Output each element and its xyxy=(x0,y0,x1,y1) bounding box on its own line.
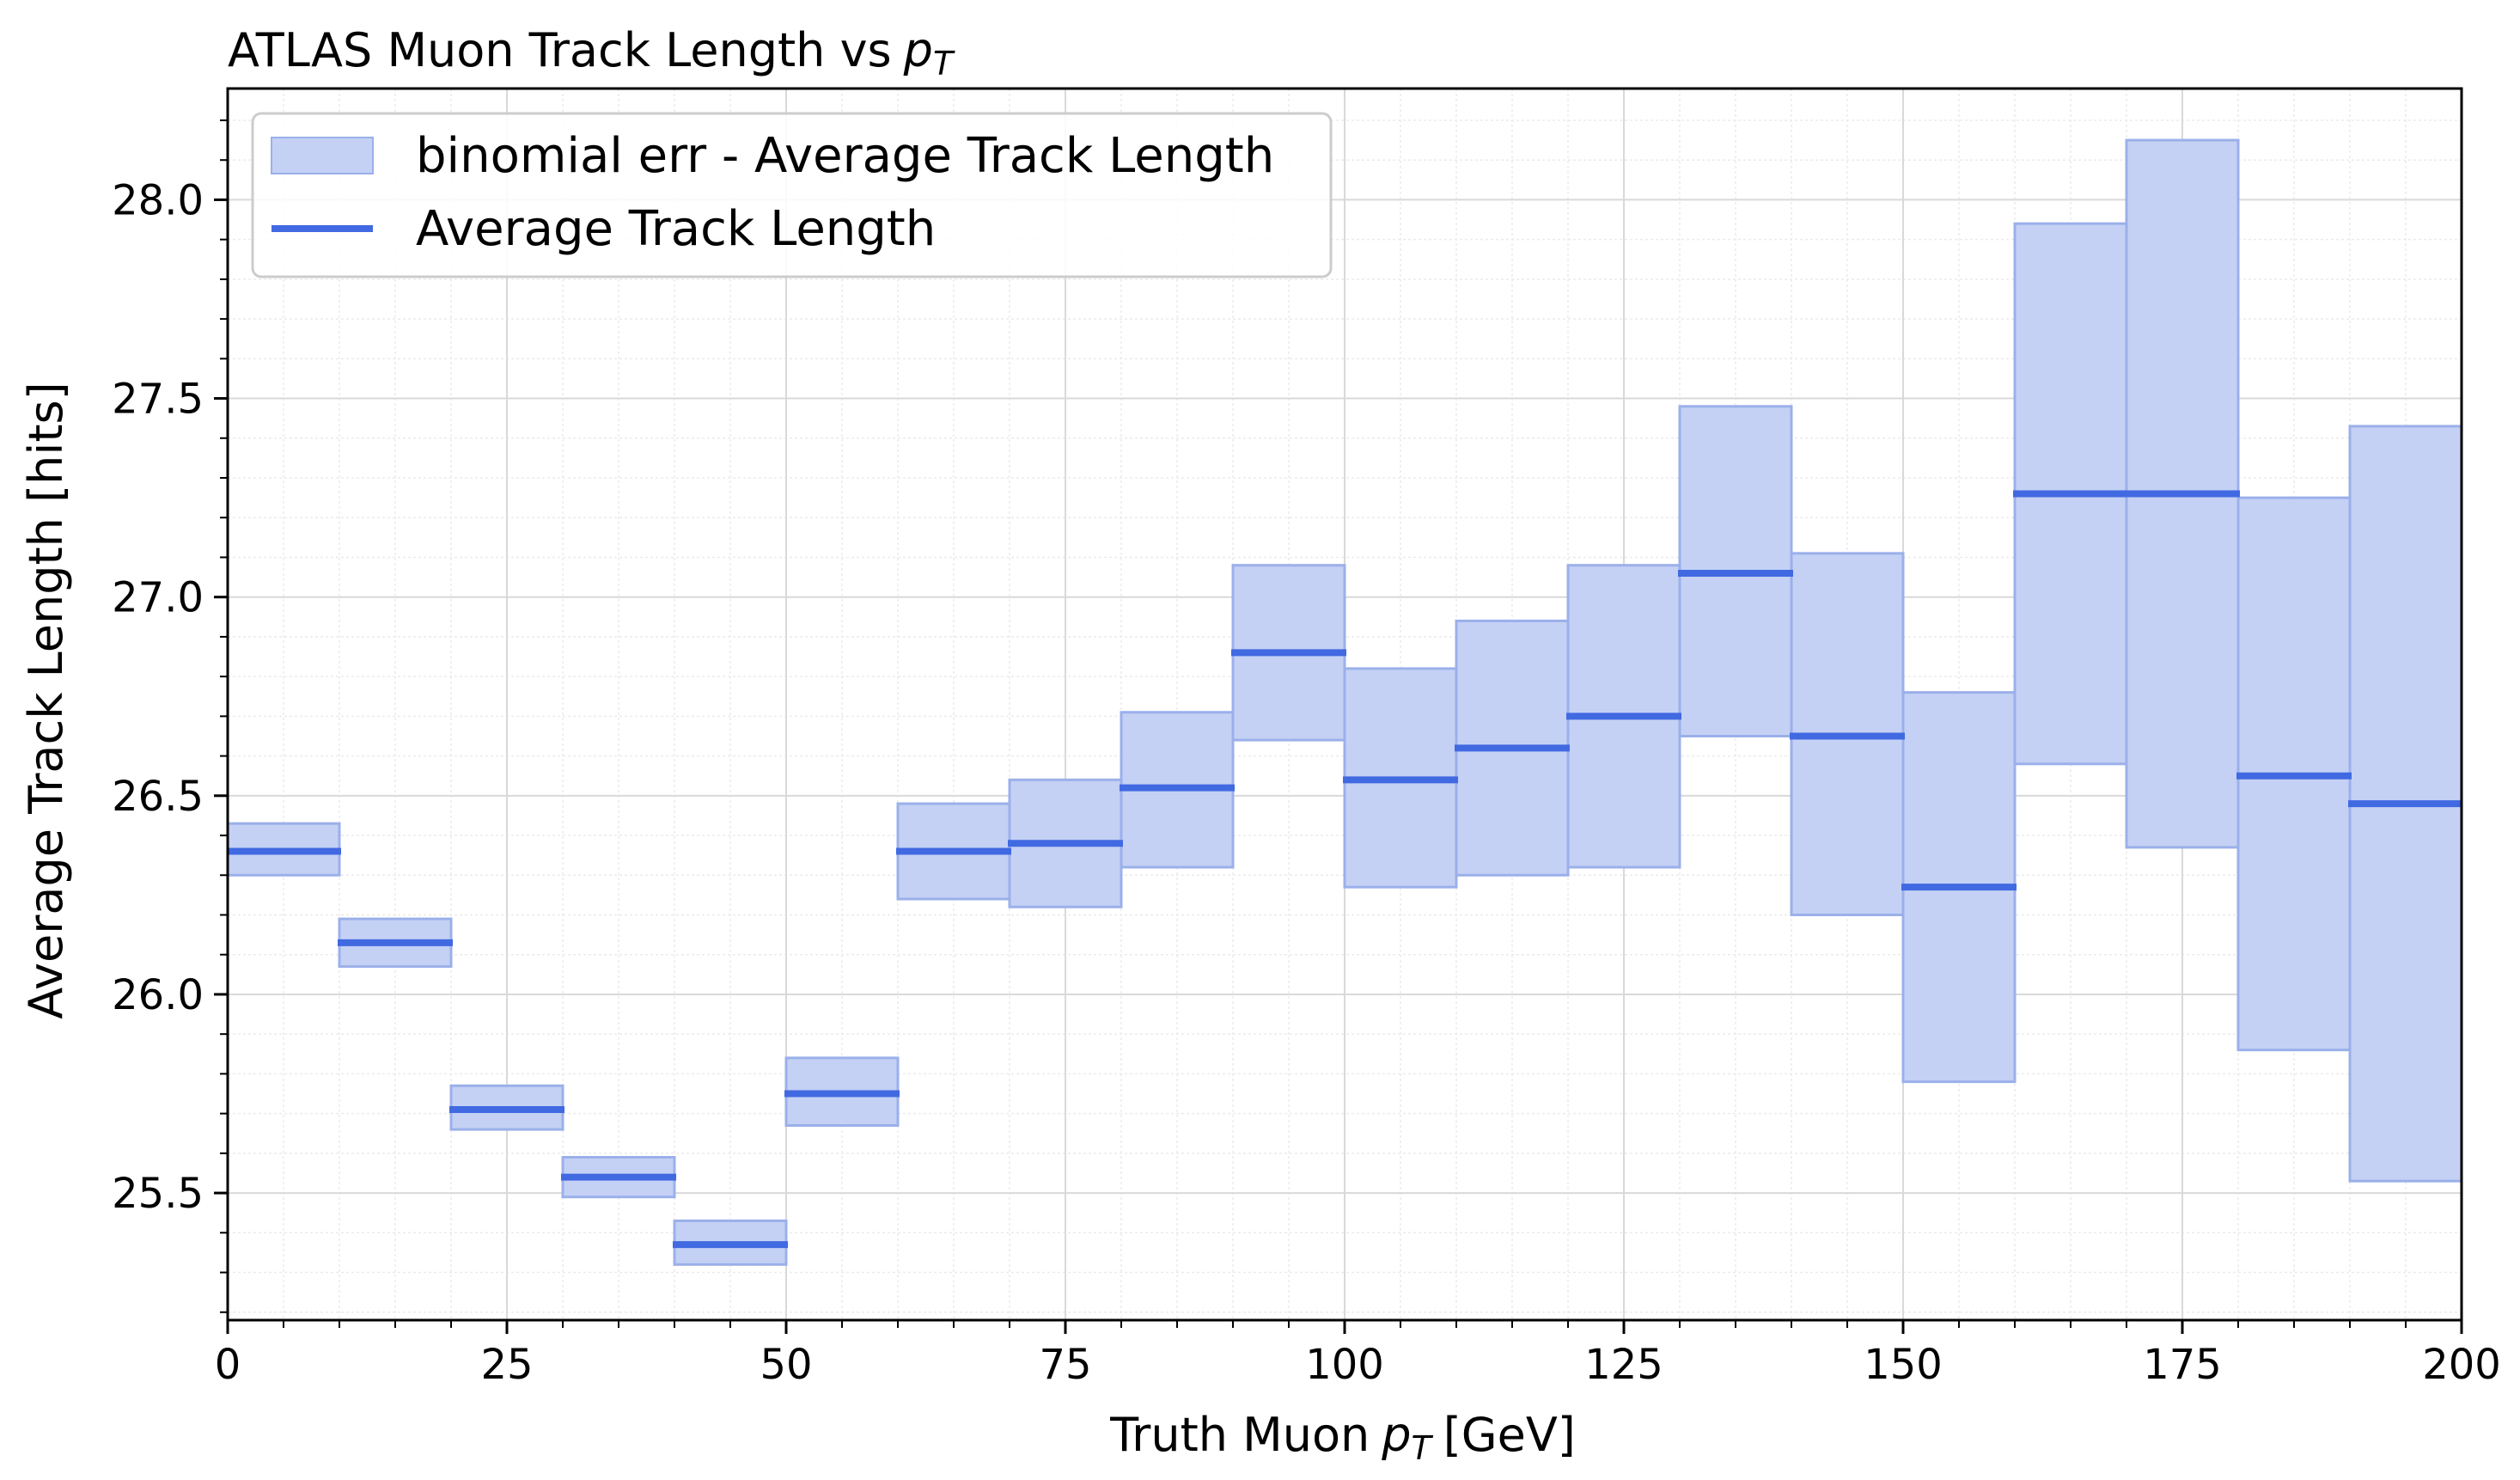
legend-label-line: Average Track Length xyxy=(416,201,936,257)
x-tick-label: 100 xyxy=(1305,1341,1384,1389)
y-tick-label: 27.0 xyxy=(112,574,204,622)
x-tick-label: 50 xyxy=(760,1341,812,1389)
x-tick-label: 200 xyxy=(2422,1341,2501,1389)
chart-title-text: ATLAS Muon Track Length vs xyxy=(228,23,892,77)
x-axis-label-math-sub: T xyxy=(1412,1429,1434,1467)
x-axis-label-text: Truth Muon xyxy=(1109,1408,1370,1462)
x-tick-label: 25 xyxy=(480,1341,533,1389)
y-tick-label: 26.0 xyxy=(112,971,204,1019)
y-tick-label: 26.5 xyxy=(112,773,204,821)
x-axis-label: Truth Muon pT [GeV] xyxy=(1109,1408,1576,1467)
x-axis-label-unit: [GeV] xyxy=(1443,1408,1576,1462)
legend-label-band: binomial err - Average Track Length xyxy=(416,128,1274,184)
x-tick-label: 150 xyxy=(1864,1341,1943,1389)
chart-title-math: p xyxy=(903,23,933,77)
y-axis-label: Average Track Length [hits] xyxy=(19,382,73,1018)
legend: binomial err - Average Track Length Aver… xyxy=(251,112,1333,278)
y-tick-label: 28.0 xyxy=(112,176,204,224)
chart-title: ATLAS Muon Track Length vs pT xyxy=(228,23,955,83)
chart-title-math-sub: T xyxy=(933,45,955,83)
x-axis-label-math: p xyxy=(1381,1408,1411,1462)
plot-frame xyxy=(226,87,2463,1322)
x-tick-label: 75 xyxy=(1039,1341,1091,1389)
average-lines xyxy=(228,490,2462,1249)
y-tick-label: 27.5 xyxy=(112,376,204,424)
legend-swatch-band xyxy=(271,137,374,174)
x-tick-label: 175 xyxy=(2143,1341,2222,1389)
x-tick-label: 125 xyxy=(1584,1341,1663,1389)
y-tick-label: 25.5 xyxy=(112,1170,204,1218)
legend-box xyxy=(251,112,1333,278)
x-tick-label: 0 xyxy=(215,1341,241,1389)
